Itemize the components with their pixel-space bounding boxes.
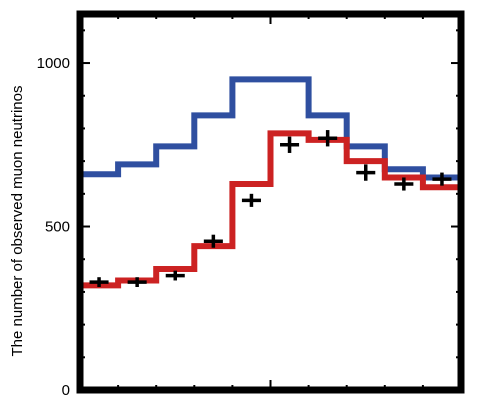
y-tick-label: 1000 xyxy=(37,55,70,72)
plot-area: 0 500 1000 xyxy=(37,10,465,399)
plot-frame xyxy=(76,10,465,394)
y-axis-label: The number of observed muon neutrinos xyxy=(9,86,26,357)
y-tick-label: 0 xyxy=(62,382,70,399)
y-tick-label: 500 xyxy=(45,219,70,236)
step-series-1 xyxy=(80,130,461,289)
